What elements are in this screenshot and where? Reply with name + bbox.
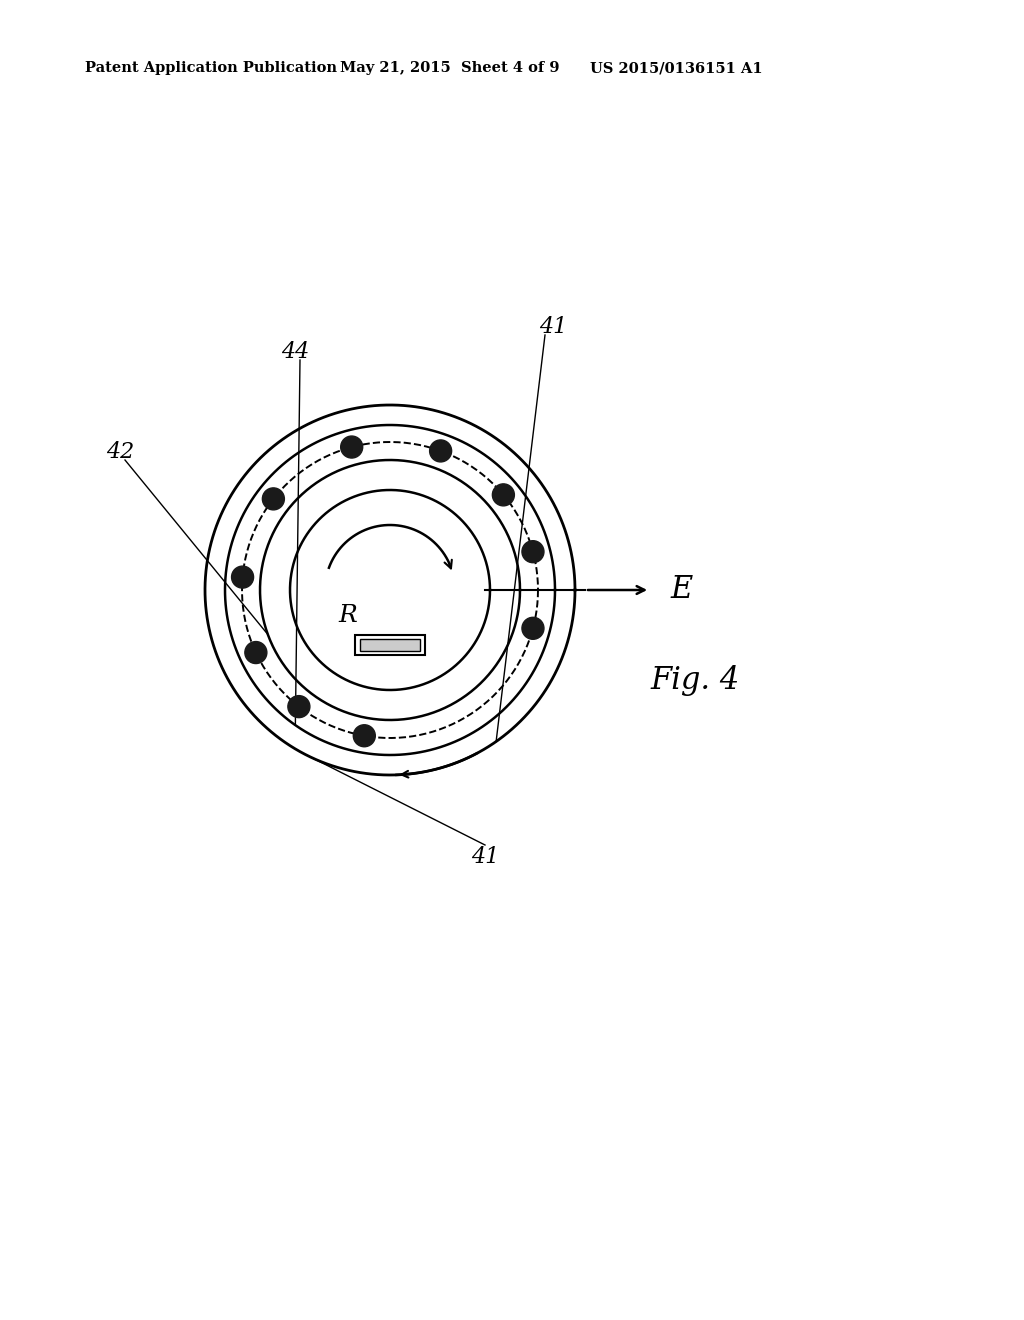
Circle shape bbox=[522, 541, 544, 562]
Text: Fig. 4: Fig. 4 bbox=[650, 664, 739, 696]
Circle shape bbox=[353, 725, 376, 747]
Text: Patent Application Publication: Patent Application Publication bbox=[85, 61, 337, 75]
Bar bbox=[360, 639, 420, 651]
Circle shape bbox=[245, 642, 267, 664]
Circle shape bbox=[231, 566, 254, 589]
Text: US 2015/0136151 A1: US 2015/0136151 A1 bbox=[590, 61, 763, 75]
Bar bbox=[355, 635, 425, 655]
Circle shape bbox=[522, 618, 544, 639]
Circle shape bbox=[430, 440, 452, 462]
Text: 41: 41 bbox=[539, 315, 567, 338]
Text: 44: 44 bbox=[281, 341, 309, 363]
Circle shape bbox=[341, 436, 362, 458]
Circle shape bbox=[262, 488, 285, 510]
Text: R: R bbox=[339, 603, 357, 627]
Circle shape bbox=[288, 696, 310, 718]
Circle shape bbox=[493, 484, 514, 506]
Text: 42: 42 bbox=[105, 441, 134, 463]
Text: 41: 41 bbox=[471, 846, 499, 869]
Text: May 21, 2015  Sheet 4 of 9: May 21, 2015 Sheet 4 of 9 bbox=[340, 61, 559, 75]
Text: E: E bbox=[670, 574, 692, 606]
